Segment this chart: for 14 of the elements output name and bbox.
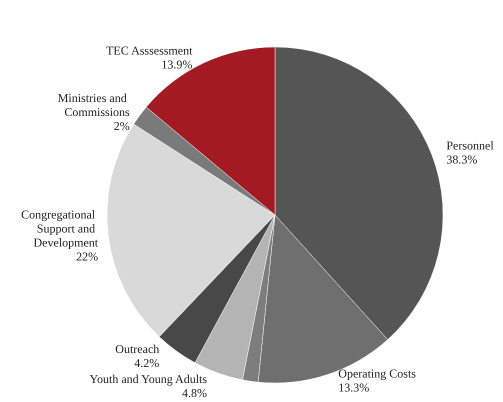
slice-label: Ministries and Commissions [58, 90, 130, 119]
slice-label: Personnel [446, 138, 494, 152]
data-label: 4.8% [182, 386, 208, 400]
slice-label: Outreach [115, 342, 160, 356]
data-label: 4.2% [134, 356, 160, 370]
slice-label: Operating Costs [338, 366, 416, 380]
slice-label: Youth and Young Adults [90, 372, 208, 386]
data-label: 22% [76, 250, 98, 264]
data-label: 13.3% [338, 380, 370, 394]
slice-label: Congregational Support and Development [21, 208, 99, 250]
slice-label: TEC Asssessment [106, 43, 194, 58]
data-label: 38.3% [446, 152, 478, 166]
data-label: 13.9% [161, 57, 192, 72]
data-label: 2% [114, 118, 130, 133]
